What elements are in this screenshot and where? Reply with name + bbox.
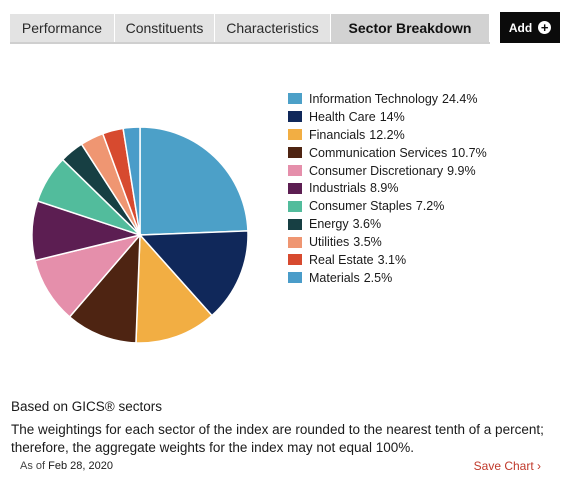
legend-swatch: [288, 200, 302, 212]
legend-label: Energy: [309, 217, 349, 232]
pie-slice-financials: [135, 233, 213, 344]
legend-swatch: [288, 254, 302, 266]
legend-label: Health Care: [309, 109, 376, 124]
tab-characteristics[interactable]: Characteristics: [215, 14, 331, 42]
legend-value: 24.4%: [442, 91, 478, 106]
pie-slice-communication-services: [68, 232, 141, 344]
legend-value: 12.2%: [369, 127, 405, 142]
legend-label: Consumer Staples: [309, 199, 412, 214]
add-button-label: Add: [508, 20, 533, 35]
legend-swatch: [288, 147, 302, 159]
chart-legend: Information Technology 24.4% Health Care 14…: [288, 90, 487, 287]
as-of-date: As of Feb 28, 2020: [20, 460, 113, 472]
tab-constituents[interactable]: Constituents: [115, 14, 215, 42]
tab-bar: Performance Constituents Characteristics…: [10, 14, 559, 42]
rounding-note: The weightings for each sector of the in…: [11, 422, 544, 455]
legend-value: 3.1%: [377, 252, 407, 267]
legend-value: 7.2%: [415, 199, 445, 214]
legend-label: Communication Services: [309, 145, 448, 160]
legend-item: Communication Services 10.7%: [288, 144, 487, 162]
legend-value: 2.5%: [363, 270, 393, 285]
legend-value: 8.9%: [369, 181, 399, 196]
gics-basis-text: Based on GICS® sectors: [11, 399, 163, 414]
legend-item: Real Estate 3.1%: [288, 251, 487, 269]
legend-swatch: [288, 111, 302, 123]
legend-swatch: [288, 272, 302, 284]
legend-item: Industrials 8.9%: [288, 179, 487, 197]
legend-label: Industrials: [309, 181, 366, 196]
legend-label: Consumer Discretionary: [309, 163, 444, 178]
tab-sector-breakdown[interactable]: Sector Breakdown: [331, 14, 490, 42]
as-of-label: As of: [20, 460, 46, 472]
legend-label: Materials: [309, 270, 360, 285]
as-of-date-value: Feb 28, 2020: [48, 460, 113, 472]
tab-bar-underline: [10, 42, 490, 44]
legend-label: Real Estate: [309, 252, 374, 267]
legend-label: Information Technology: [309, 91, 439, 106]
tab-performance[interactable]: Performance: [10, 14, 115, 42]
legend-label: Financials: [309, 127, 366, 142]
legend-item: Information Technology 24.4%: [288, 90, 487, 108]
legend-swatch: [288, 182, 302, 194]
legend-value: 3.5%: [353, 235, 382, 250]
legend-swatch: [288, 93, 302, 105]
legend-swatch: [288, 218, 302, 230]
legend-value: 3.6%: [352, 217, 382, 232]
legend-item: Health Care 14%: [288, 108, 487, 126]
pie-slice-health-care: [138, 230, 249, 317]
legend-swatch: [288, 236, 302, 248]
save-chart-link[interactable]: Save Chart ›: [473, 459, 541, 473]
legend-item: Materials 2.5%: [288, 269, 487, 287]
legend-item: Energy 3.6%: [288, 215, 487, 233]
legend-item: Consumer Discretionary 9.9%: [288, 162, 487, 180]
legend-label: Utilities: [309, 235, 350, 250]
legend-swatch: [288, 165, 302, 176]
pie-slice-information-technology: [139, 126, 249, 236]
legend-item: Financials 12.2%: [288, 126, 487, 144]
legend-swatch: [288, 129, 302, 141]
legend-value: 14%: [379, 109, 405, 124]
legend-value: 10.7%: [451, 145, 487, 160]
plus-circle-icon: +: [538, 21, 552, 34]
pie-slice-materials: [122, 126, 141, 236]
legend-value: 9.9%: [447, 163, 476, 178]
legend-item: Utilities 3.5%: [288, 233, 487, 251]
legend-item: Consumer Staples 7.2%: [288, 197, 487, 215]
add-button[interactable]: Add +: [500, 12, 560, 43]
